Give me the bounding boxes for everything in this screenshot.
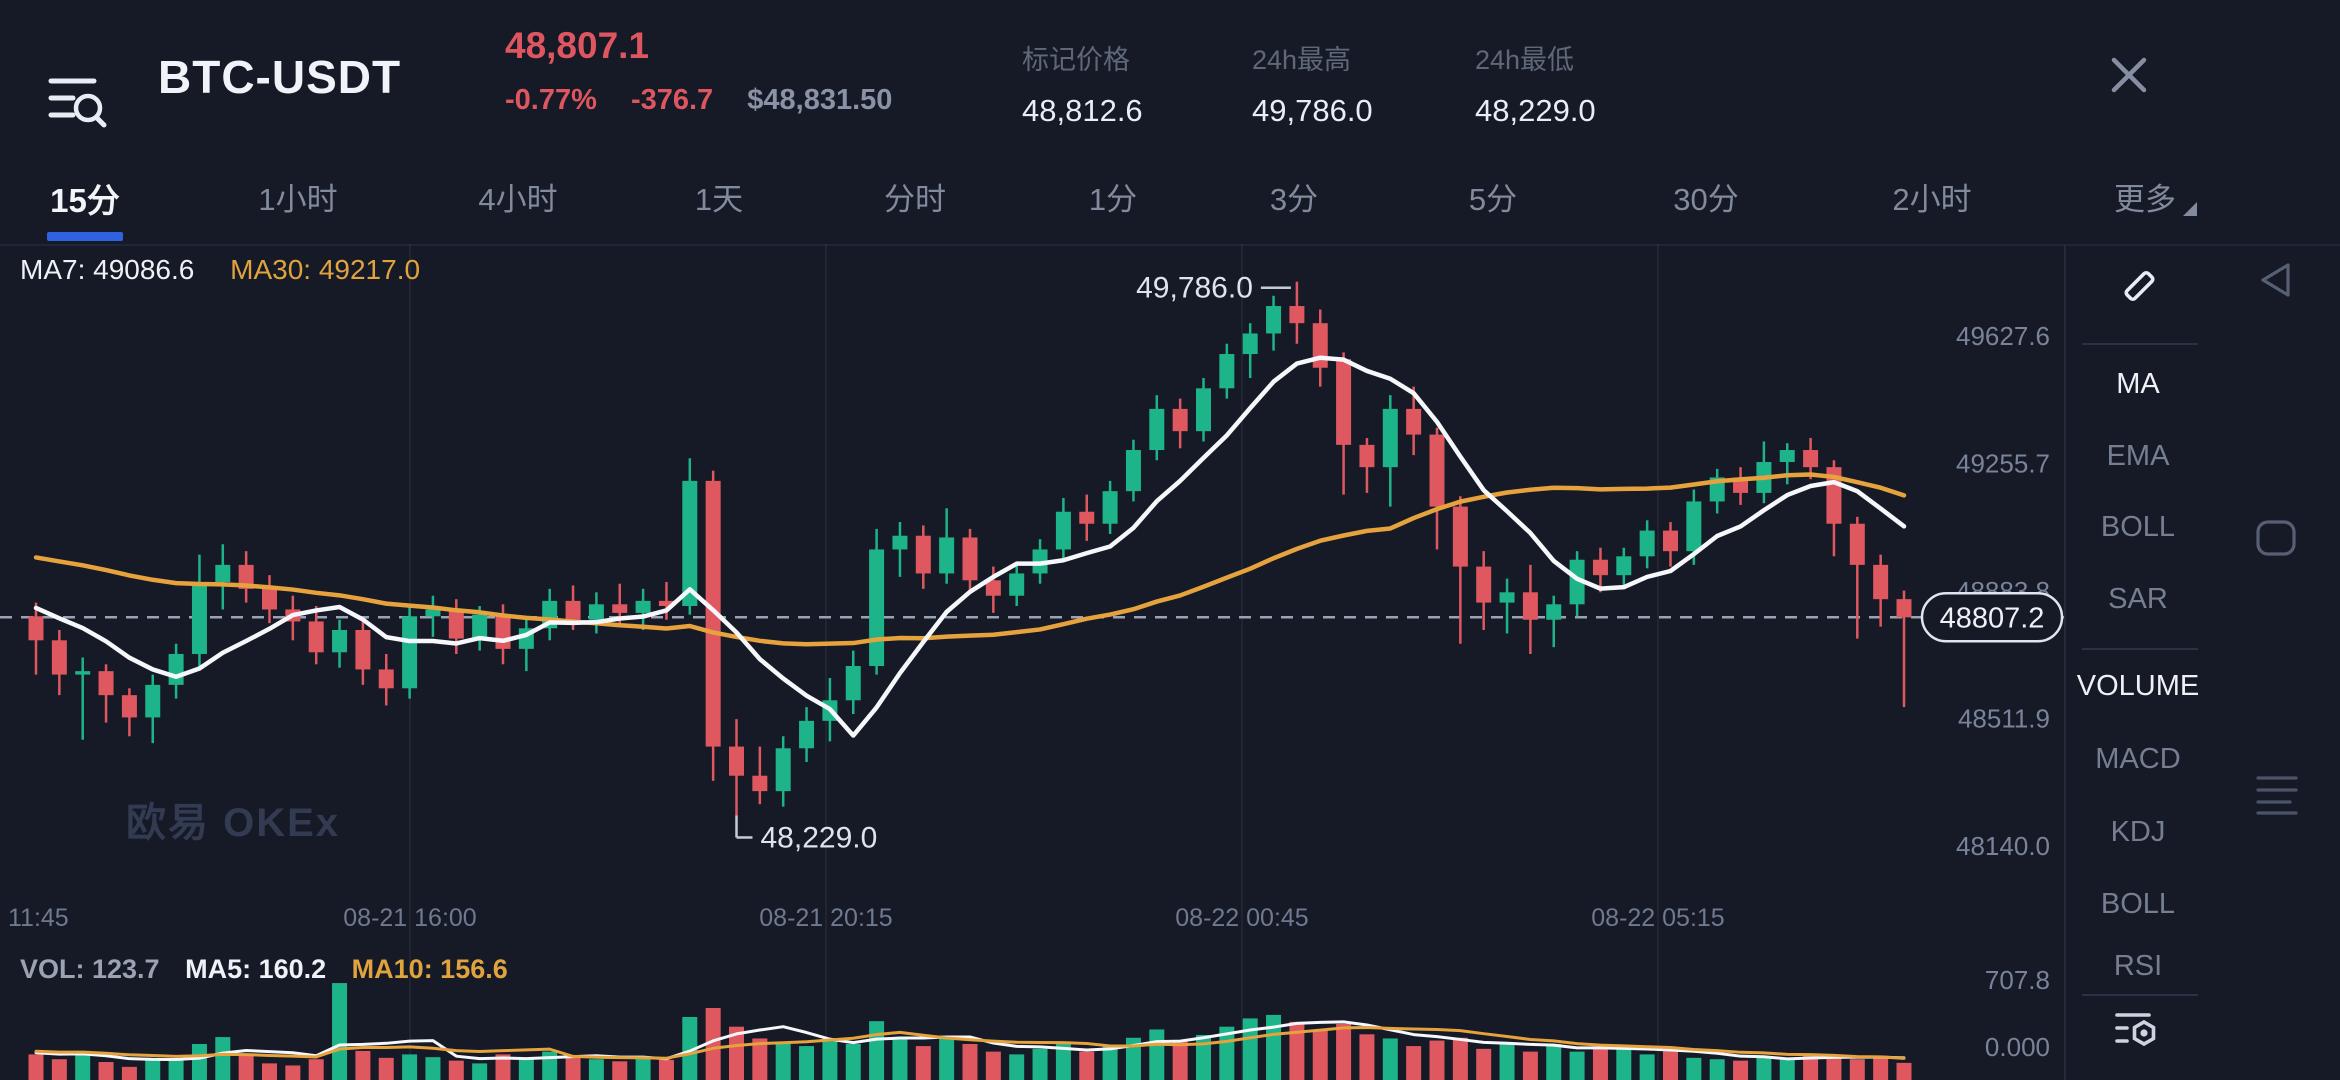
chart-region: 49627.6 49255.7 48883.8 48511.9 48140.0 707.8… (0, 244, 2064, 1080)
vol-value: VOL: 123.7 (20, 954, 160, 984)
sidebar-item-overlay-sar[interactable]: SAR (2108, 583, 2168, 615)
indicator-settings-icon[interactable] (2114, 1008, 2162, 1054)
sidebar-item-overlay-ema[interactable]: EMA (2106, 440, 2170, 472)
tab-4小时[interactable]: 4小时 (478, 182, 558, 217)
svg-text:08-22 05:15: 08-22 05:15 (1591, 904, 1724, 932)
tab-15分[interactable]: 15分 (50, 182, 120, 219)
tab-分时[interactable]: 分时 (884, 182, 946, 217)
svg-text:08-21 20:15: 08-21 20:15 (759, 904, 892, 932)
ma30-value: MA30: 49217.0 (230, 254, 421, 285)
stat-value: 48,812.6 (1022, 93, 1143, 128)
svg-text:49255.7: 49255.7 (1956, 449, 2050, 479)
svg-text:48511.9: 48511.9 (1958, 704, 2050, 734)
sidebar-divider (2082, 343, 2198, 345)
list-search-icon[interactable] (46, 68, 108, 130)
header: BTC-USDT 48,807.1 -0.77% -376.7 $48,831.… (0, 0, 2340, 150)
collapse-left-icon[interactable] (2252, 258, 2298, 304)
sidebar-item-indicator-kdj[interactable]: KDJ (2110, 816, 2166, 848)
change-value: -376.7 (630, 84, 714, 116)
last-price: 48,807.1 (505, 25, 650, 66)
triangle-corner-icon (2183, 202, 2197, 216)
okex-watermark: 欧易 OKEx (126, 801, 341, 845)
sidebar-divider (2082, 648, 2198, 650)
timeframe-tabs: 更多 15分 1小时 4小时 1天 分时 1分 3分 5分 30分 2小时 (0, 150, 2340, 246)
change-percent: -0.77% (505, 84, 597, 116)
tab-1小时[interactable]: 1小时 (258, 182, 338, 217)
price-volume-chart[interactable]: 49627.649255.748883.848511.948140.0707.8… (0, 244, 2064, 1080)
sidebar-divider (2082, 994, 2198, 996)
svg-text:48,229.0: 48,229.0 (761, 821, 878, 854)
pair-title: BTC-USDT (158, 51, 402, 103)
active-tab-underline (47, 232, 123, 241)
stat-mark-price: 标记价格 48,812.6 (1022, 38, 1252, 129)
sidebar-item-indicator-boll[interactable]: BOLL (2100, 888, 2176, 920)
svg-text:0.000: 0.000 (1985, 1032, 2050, 1062)
svg-text:49,786.0: 49,786.0 (1136, 272, 1253, 305)
svg-text:08-22 00:45: 08-22 00:45 (1175, 904, 1308, 932)
stat-value: 49,786.0 (1252, 93, 1373, 128)
fiat-value: $48,831.50 (747, 84, 893, 116)
svg-text:48140.0: 48140.0 (1956, 831, 2050, 861)
svg-text:11:45: 11:45 (8, 904, 69, 932)
price-change-row: -0.77% -376.7 $48,831.50 (505, 84, 892, 117)
volume-legend: VOL: 123.7 MA5: 160.2 MA10: 156.6 (20, 954, 508, 985)
stat-label: 24h最高 (1252, 45, 1352, 75)
svg-text:707.8: 707.8 (1985, 965, 2050, 995)
stat-24h-high: 24h最高 49,786.0 (1252, 38, 1482, 129)
svg-text:49627.6: 49627.6 (1956, 321, 2050, 351)
tab-3分[interactable]: 3分 (1269, 182, 1319, 217)
ma-legend: MA7: 49086.6 MA30: 49217.0 (20, 254, 420, 286)
sidebar-item-indicator-rsi[interactable]: RSI (2113, 950, 2163, 982)
stat-value: 48,229.0 (1475, 93, 1596, 128)
tab-5分[interactable]: 5分 (1468, 182, 1518, 217)
stat-label: 标记价格 (1022, 45, 1130, 75)
more-label: 更多 (2114, 182, 2176, 217)
tab-2小时[interactable]: 2小时 (1892, 182, 1972, 217)
tab-more[interactable]: 更多 (2114, 174, 2197, 219)
sidebar-item-overlay-boll[interactable]: BOLL (2100, 511, 2176, 543)
tab-1分[interactable]: 1分 (1088, 182, 1138, 217)
tab-30分[interactable]: 30分 (1673, 182, 1739, 217)
vol-ma5-value: MA5: 160.2 (185, 954, 327, 984)
close-icon[interactable] (2106, 52, 2152, 98)
svg-text:48807.2: 48807.2 (1940, 602, 2045, 634)
ma7-value: MA7: 49086.6 (20, 254, 195, 285)
stat-label: 24h最低 (1475, 45, 1575, 75)
svg-text:08-21 16:00: 08-21 16:00 (343, 904, 476, 932)
pencil-icon[interactable] (2116, 266, 2162, 312)
indicator-sidebar: MA EMA BOLL SAR VOLUME MACD KDJ BOLL RSI (2064, 244, 2340, 1080)
list-icon[interactable] (2256, 772, 2298, 818)
sidebar-item-indicator-macd[interactable]: MACD (2095, 743, 2181, 775)
current-price-tag: 48807.2 (1920, 592, 2064, 643)
tab-1天[interactable]: 1天 (694, 182, 744, 217)
stat-24h-low: 24h最低 48,229.0 (1475, 38, 1705, 129)
vol-ma10-value: MA10: 156.6 (351, 954, 508, 984)
sidebar-item-indicator-volume[interactable]: VOLUME (2076, 670, 2200, 702)
frame-icon[interactable] (2254, 518, 2298, 558)
sidebar-item-overlay-ma[interactable]: MA (2116, 368, 2160, 400)
